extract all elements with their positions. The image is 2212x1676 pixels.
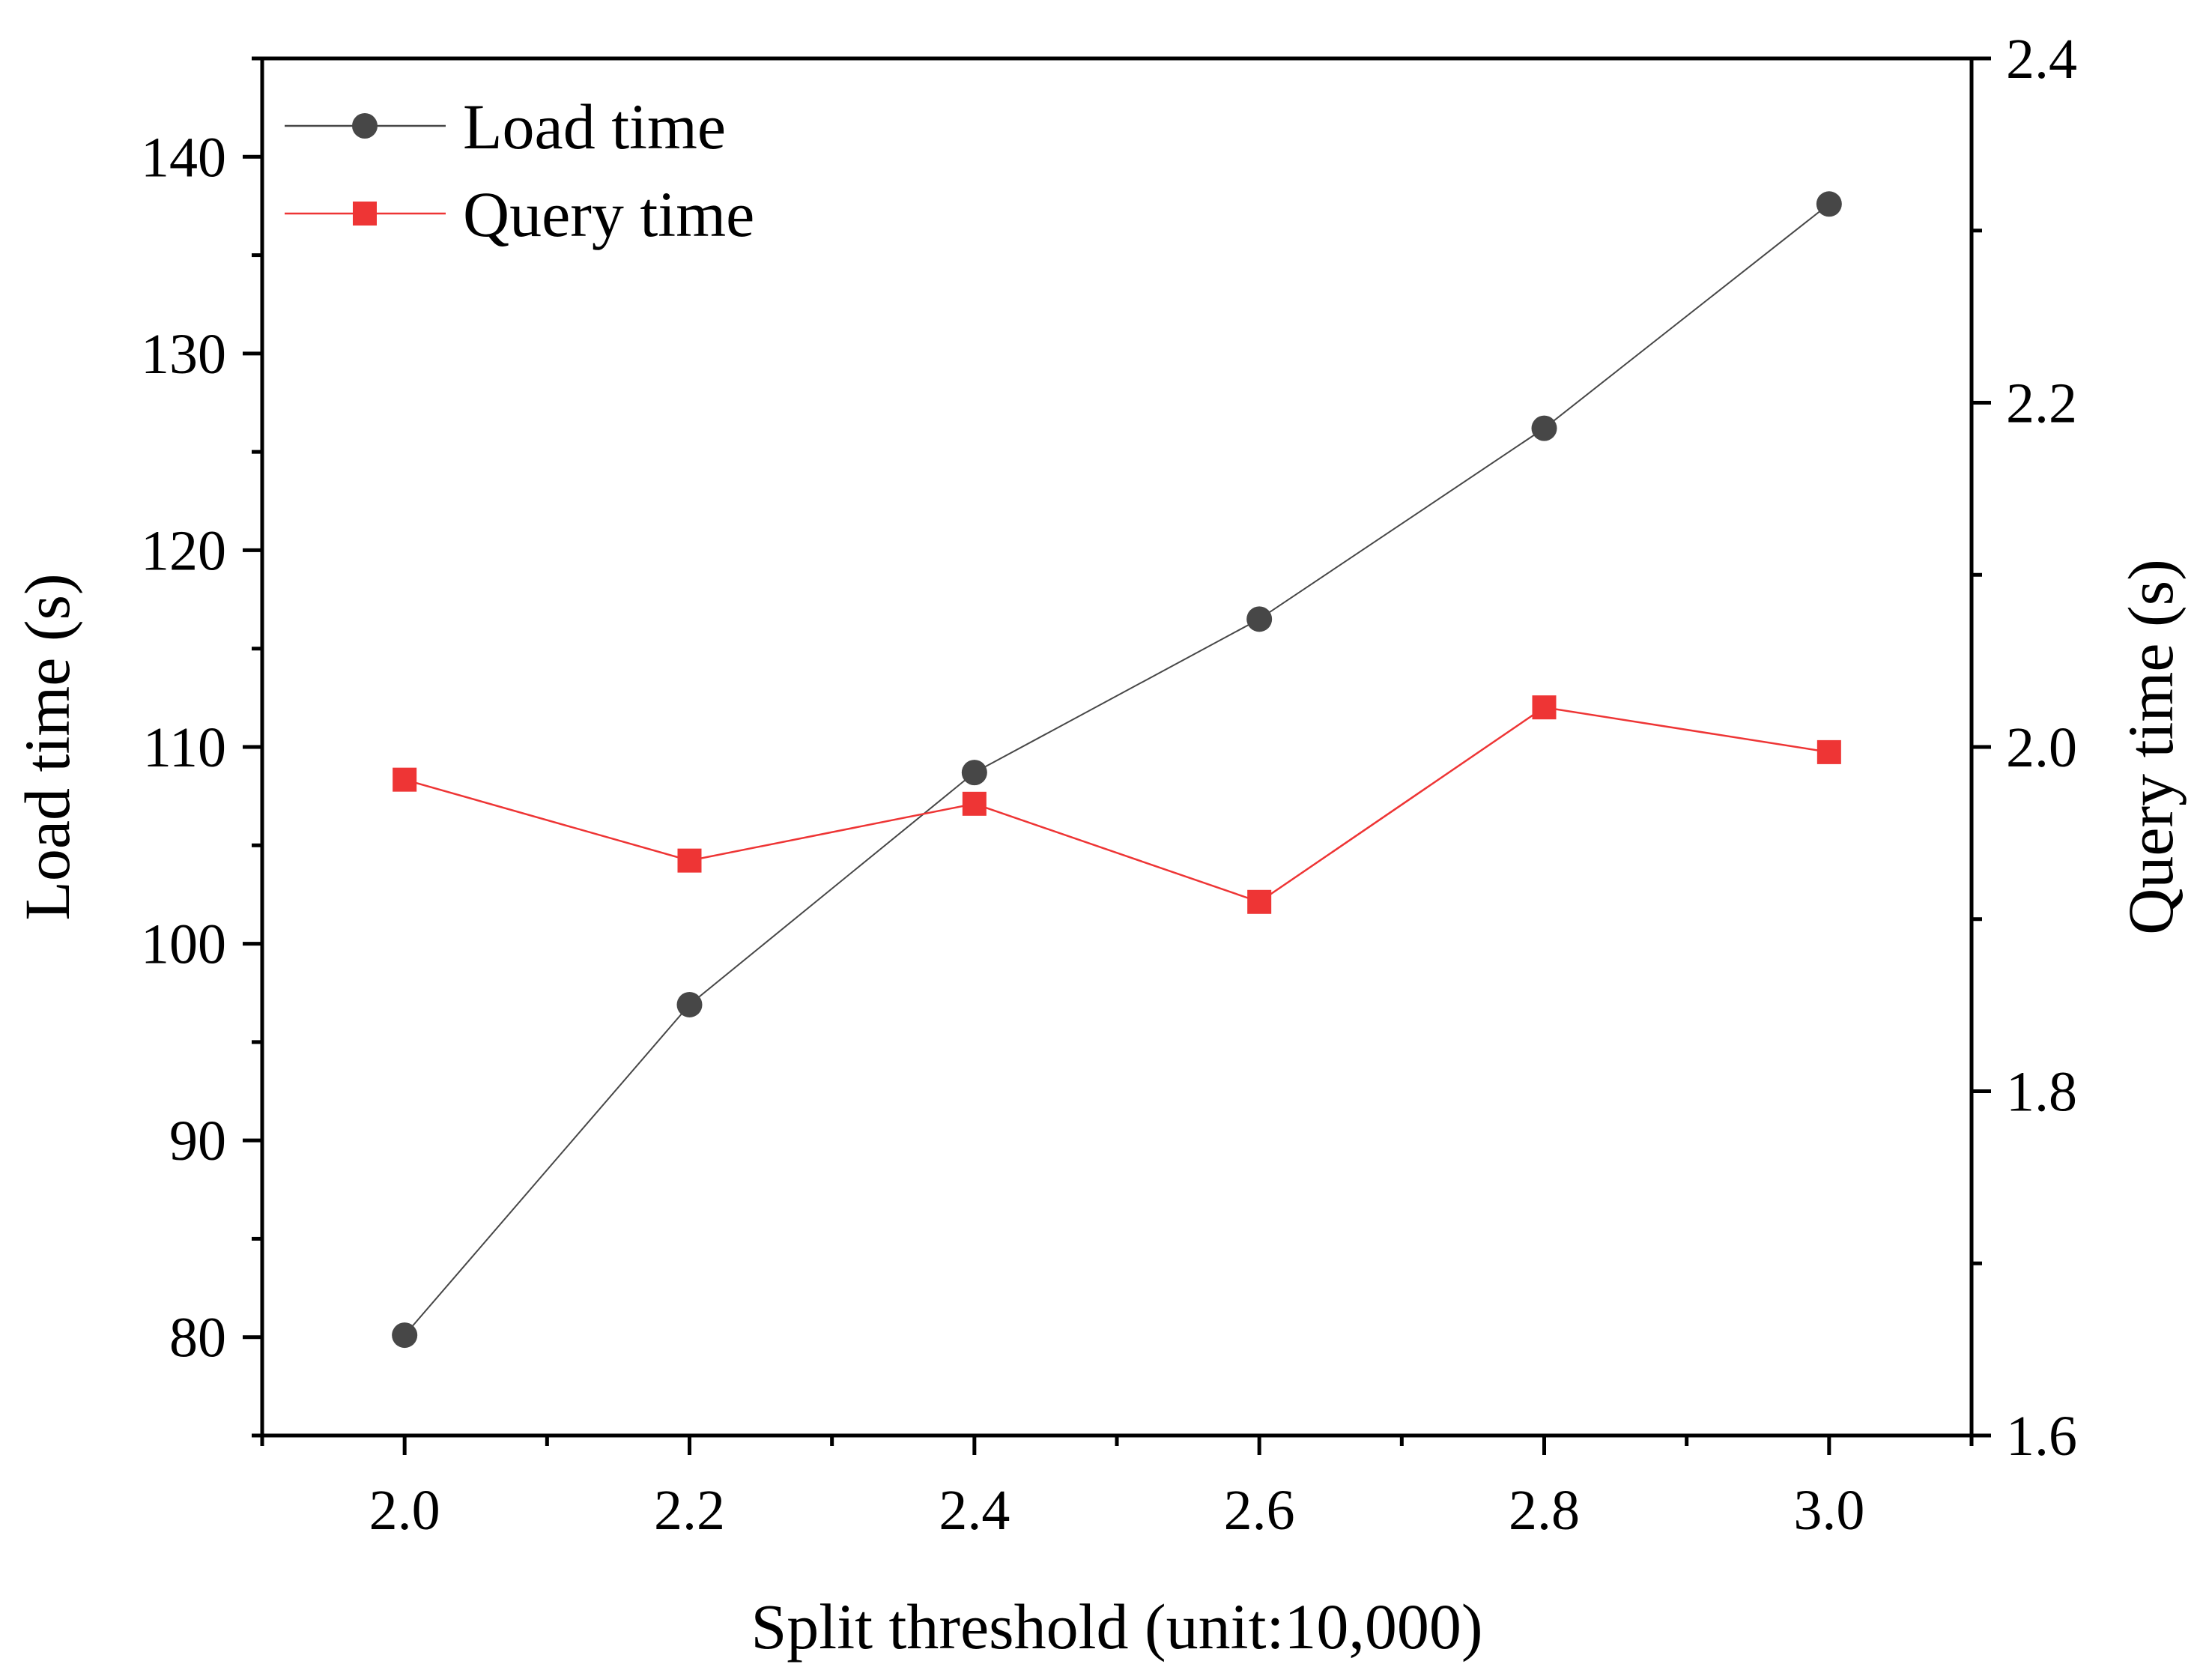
plot-area-frame bbox=[260, 56, 1974, 1438]
data-point-query-time bbox=[1532, 695, 1557, 720]
data-point-load-time bbox=[961, 760, 987, 786]
data-point-load-time bbox=[1246, 606, 1273, 632]
x-axis-title: Split threshold (unit:10,000) bbox=[751, 1591, 1482, 1663]
y-left-tick-label: 120 bbox=[141, 519, 226, 582]
y-left-tick-label: 90 bbox=[169, 1110, 226, 1173]
data-point-query-time bbox=[1816, 739, 1841, 764]
legend-marker-query-time bbox=[353, 202, 377, 226]
y-left-tick-label: 110 bbox=[143, 716, 226, 779]
data-point-load-time bbox=[676, 991, 703, 1017]
y-left-tick-label: 100 bbox=[141, 913, 226, 976]
data-point-load-time bbox=[1816, 191, 1842, 217]
y-right-tick-label: 2.2 bbox=[2006, 372, 2077, 435]
data-point-query-time bbox=[962, 791, 987, 816]
legend-label-load-time: Load time bbox=[463, 91, 726, 163]
x-tick-label: 2.2 bbox=[654, 1479, 725, 1542]
y-right-tick-label: 2.4 bbox=[2006, 28, 2077, 91]
plot-frame bbox=[260, 56, 1974, 1438]
series-line-load-time bbox=[404, 203, 1830, 1336]
y-left-tick-label: 140 bbox=[141, 126, 226, 189]
y-right-tick-label: 1.8 bbox=[2006, 1061, 2077, 1124]
axis-ticks: 2.0 2.2 2.4 2.6 2.8 3.0 80 90 100 110 120 130 140 1.6… bbox=[141, 28, 2077, 1542]
data-point-query-time bbox=[677, 848, 702, 873]
x-tick-label: 3.0 bbox=[1793, 1479, 1864, 1542]
data-point-load-time bbox=[392, 1322, 418, 1349]
y-axis-right-title: Query time (s) bbox=[2115, 559, 2187, 935]
y-left-tick-label: 80 bbox=[169, 1307, 226, 1370]
data-point-load-time bbox=[1531, 415, 1557, 441]
data-point-query-time bbox=[1247, 889, 1272, 914]
x-tick-label: 2.0 bbox=[369, 1479, 440, 1542]
data-point-query-time bbox=[393, 767, 417, 792]
legend-label-query-time: Query time bbox=[463, 178, 754, 250]
legend-marker-load-time bbox=[352, 113, 378, 139]
x-tick-label: 2.6 bbox=[1224, 1479, 1295, 1542]
y-left-tick-label: 130 bbox=[141, 323, 226, 386]
y-right-tick-label: 2.0 bbox=[2006, 716, 2077, 779]
legend: Load time Query time bbox=[285, 91, 754, 250]
series-layer bbox=[392, 191, 1842, 1349]
y-right-tick-label: 1.6 bbox=[2006, 1405, 2077, 1468]
y-axis-left-title: Load time (s) bbox=[11, 573, 83, 920]
x-tick-label: 2.8 bbox=[1509, 1479, 1580, 1542]
x-tick-label: 2.4 bbox=[939, 1479, 1010, 1542]
series-line-query-time bbox=[404, 706, 1830, 904]
